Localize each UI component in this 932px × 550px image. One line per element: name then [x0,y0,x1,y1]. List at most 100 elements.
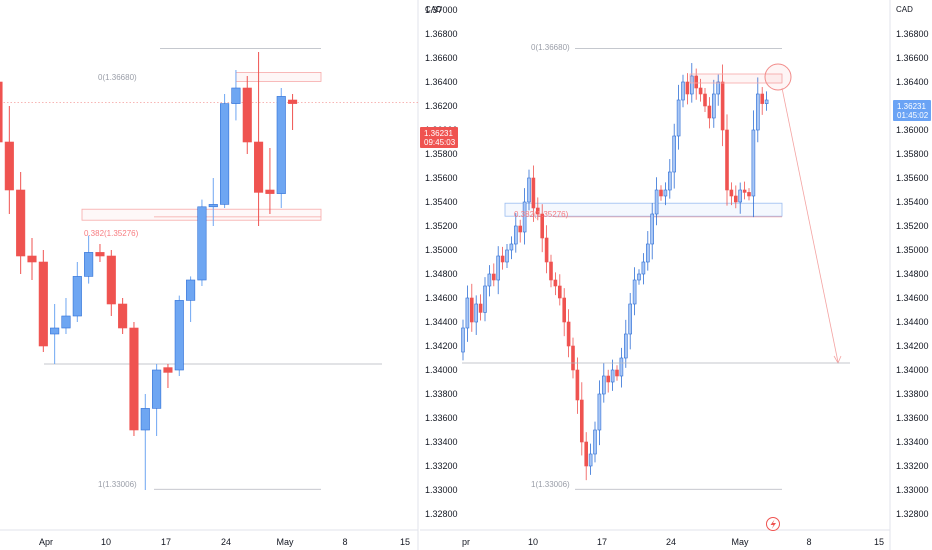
left-candle[interactable] [27,238,37,280]
left-candle[interactable] [106,250,116,316]
right-candle[interactable] [601,363,606,403]
right-candle[interactable] [588,443,593,475]
right-candle[interactable] [623,319,628,368]
left-candle[interactable] [95,244,105,262]
right-candle[interactable] [685,73,690,105]
left-candle[interactable] [197,199,207,286]
right-candle[interactable] [522,188,527,245]
left-candle[interactable] [276,88,286,208]
right-chart-panel[interactable]: 1.36800 1.36600 1.36400 1.36200 1.36000 1.358… [420,0,931,550]
right-candle[interactable] [663,182,668,206]
right-candle[interactable] [496,246,501,295]
left-candle[interactable] [118,298,128,334]
right-candle[interactable] [650,202,655,260]
right-candle[interactable] [461,319,465,361]
right-candle[interactable] [584,432,589,481]
right-candle[interactable] [760,87,765,115]
right-candle[interactable] [725,114,729,206]
left-chart-panel[interactable]: 1.372001.370001.368001.366001.364001.362… [0,0,458,550]
right-candle[interactable] [465,285,470,342]
right-candle[interactable] [645,231,650,271]
right-candle[interactable] [509,236,514,260]
highlight-circle[interactable] [764,63,792,91]
left-candle[interactable] [163,364,173,388]
left-candle[interactable] [140,394,150,490]
right-candle[interactable] [738,182,743,214]
left-candle[interactable] [152,364,162,436]
right-candle[interactable] [703,88,707,112]
right-candle[interactable] [540,204,545,253]
right-candle[interactable] [575,357,580,414]
right-candle[interactable] [535,197,540,221]
left-candle[interactable] [0,64,3,160]
right-candle[interactable] [610,359,615,391]
right-candle[interactable] [527,169,531,211]
right-candle[interactable] [672,123,677,189]
right-candle[interactable] [513,213,518,253]
left-candle[interactable] [220,94,230,208]
left-candle[interactable] [208,178,218,226]
left-resistance-zone[interactable] [235,72,322,82]
left-candle[interactable] [72,262,82,322]
right-candle[interactable] [751,110,756,218]
right-candle[interactable] [566,309,571,358]
right-candle[interactable] [571,337,575,379]
right-candle[interactable] [632,267,637,316]
right-candle[interactable] [469,283,474,332]
right-candle[interactable] [707,97,712,129]
right-candle[interactable] [654,177,659,226]
right-candle[interactable] [747,188,751,201]
right-candle[interactable] [641,253,646,285]
right-candle[interactable] [615,365,619,381]
right-candle[interactable] [742,181,747,200]
right-candle[interactable] [500,246,505,270]
resistance-zone[interactable] [689,73,783,84]
left-candle[interactable] [84,235,94,284]
right-candle[interactable] [593,421,597,463]
right-candle[interactable] [755,77,760,143]
right-candle[interactable] [764,91,769,111]
projection-arrow-line[interactable] [781,87,839,363]
right-candle[interactable] [491,263,496,287]
lightning-icon[interactable] [766,517,780,531]
right-candle[interactable] [544,225,549,274]
left-candle[interactable] [38,250,48,352]
right-candle[interactable] [483,277,487,322]
left-candle[interactable] [265,148,275,214]
right-candle[interactable] [606,369,611,393]
right-candle[interactable] [562,288,567,337]
right-candle[interactable] [676,84,681,150]
left-candle[interactable] [174,295,184,376]
right-candle[interactable] [549,254,553,288]
right-candle[interactable] [531,165,536,222]
right-candle[interactable] [619,347,624,388]
right-candle[interactable] [553,272,558,296]
projection-drawing[interactable] [462,63,850,364]
right-candle[interactable] [637,269,641,285]
right-candle[interactable] [659,185,663,201]
left-candle[interactable] [186,276,196,322]
left-candle[interactable] [61,298,71,334]
right-candle[interactable] [720,64,725,147]
right-candle[interactable] [681,74,685,108]
left-candle[interactable] [254,52,264,226]
right-candle[interactable] [711,79,716,128]
right-candle[interactable] [487,265,492,297]
right-candle[interactable] [505,244,509,268]
right-fib-zone[interactable] [504,202,783,217]
right-candle[interactable] [694,68,699,100]
right-candle[interactable] [478,294,483,321]
left-candle[interactable] [288,94,298,130]
left-candle[interactable] [242,76,252,154]
right-candle[interactable] [716,74,721,106]
right-candle[interactable] [628,292,633,350]
left-candle[interactable] [16,172,26,274]
right-candle[interactable] [579,382,584,456]
left-candle[interactable] [4,106,14,214]
left-candle[interactable] [50,304,60,364]
right-candle[interactable] [733,185,738,209]
right-candle[interactable] [667,159,672,199]
right-candle[interactable] [557,274,562,306]
right-candle[interactable] [518,219,523,243]
